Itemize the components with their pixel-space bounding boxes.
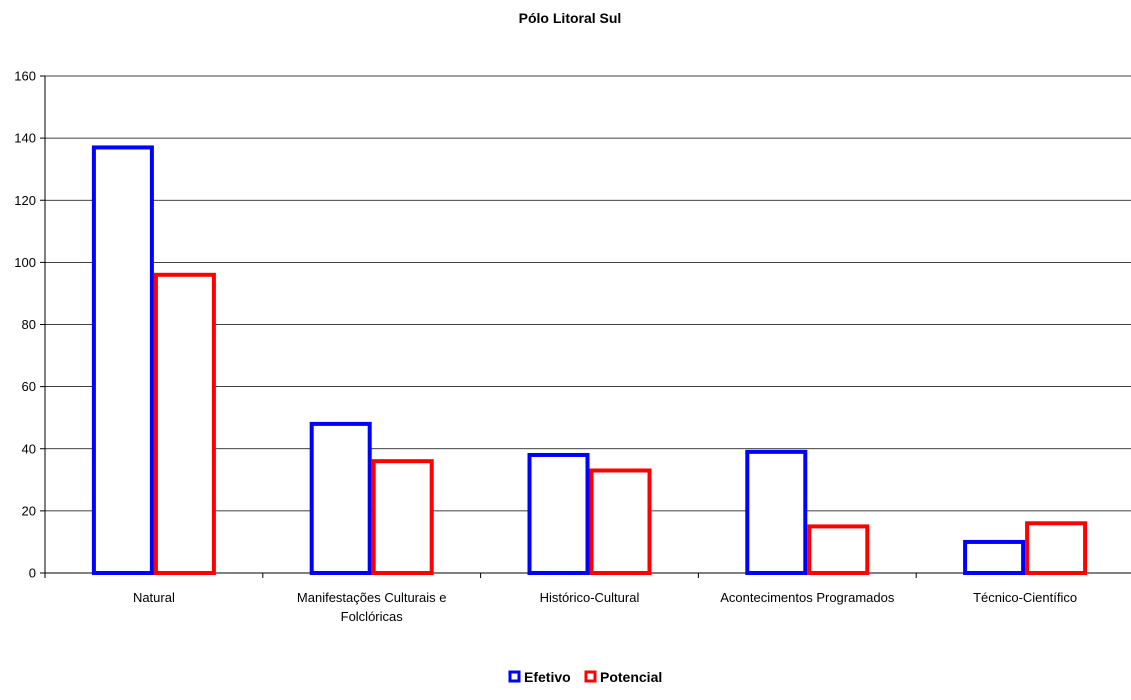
- y-tick-label: 0: [29, 566, 36, 581]
- y-tick-labels: 0 20 40 60 80 100 120 140 160: [14, 69, 36, 581]
- x-tick-labels: Natural Manifestações Culturais e Folclóri…: [133, 590, 1077, 624]
- legend: Efetivo Potencial: [508, 669, 662, 685]
- bar-potencial: [153, 272, 216, 575]
- bar-efetivo: [309, 421, 372, 575]
- y-tick-label: 160: [14, 69, 36, 84]
- legend-label-efetivo: Efetivo: [524, 669, 571, 685]
- bar-potencial: [371, 459, 434, 575]
- bars: [91, 145, 1088, 576]
- grid-lines: [45, 75, 1131, 512]
- x-tick-label: Manifestações Culturais e: [297, 590, 447, 605]
- y-tick-label: 120: [14, 193, 36, 208]
- bar-potencial: [807, 524, 870, 575]
- bar-efetivo: [91, 145, 154, 575]
- bar-efetivo: [745, 449, 808, 576]
- bar-potencial: [589, 468, 652, 575]
- y-tick-label: 20: [22, 503, 36, 518]
- x-tick-label: Técnico-Científico: [973, 590, 1077, 605]
- legend-label-potencial: Potencial: [600, 669, 662, 685]
- y-tick-label: 100: [14, 255, 36, 270]
- legend-swatch-potencial: [584, 670, 597, 683]
- y-tick-label: 80: [22, 317, 36, 332]
- bar-potencial: [1025, 521, 1088, 575]
- x-tick-label: Folclóricas: [341, 609, 404, 624]
- y-tick-label: 140: [14, 131, 36, 146]
- x-tick-label: Histórico-Cultural: [540, 590, 640, 605]
- chart-title: Pólo Litoral Sul: [519, 10, 622, 26]
- y-tick-label: 40: [22, 441, 36, 456]
- y-tick-label: 60: [22, 379, 36, 394]
- bar-efetivo: [963, 539, 1026, 575]
- x-tick-label: Natural: [133, 590, 175, 605]
- x-tick-label: Acontecimentos Programados: [720, 590, 895, 605]
- legend-swatch-efetivo: [508, 670, 521, 683]
- bar-efetivo: [527, 452, 590, 575]
